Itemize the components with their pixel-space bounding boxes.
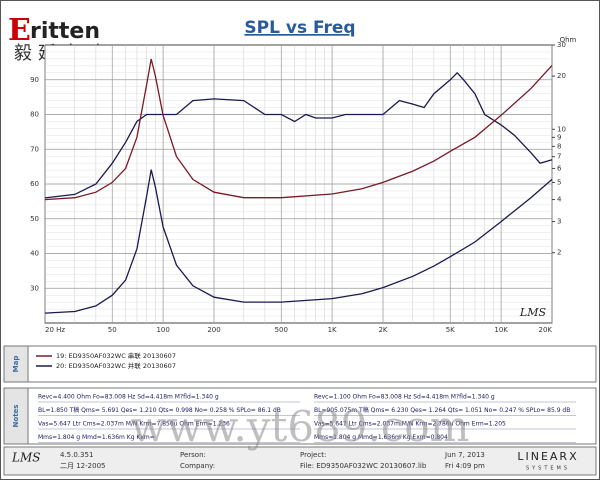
series-line [44,71,553,199]
y2-tick-label: 30 [557,41,566,49]
x-tick-label: 100 [156,326,169,334]
y-tick-label: 40 [30,250,39,258]
logo-e: E [8,13,31,48]
y-tick-label: 60 [30,180,39,188]
footer-version-date: 二月 12-2005 [60,462,105,470]
legend-label: 19: ED9350AF032WC 串联 20130607 [56,351,176,360]
y2-tick-label: 10 [557,125,566,133]
notes-label: Notes [12,405,20,428]
logo-brand: ritten [30,19,100,44]
y2-tick-label: 8 [557,142,561,150]
y2-tick-label: 20 [557,72,566,80]
chart-title: SPL vs Freq [244,18,355,38]
note-line: Revc=1.100 Ohm Fo=83.008 Hz Sd=4.418m M?… [314,394,495,401]
footer-app: LMS [11,451,40,465]
x-tick-label: 500 [275,326,288,334]
note-line: Vas=5.647 Ltr Cms=2.037m M/N Krm=7.856u … [38,421,230,428]
y-tick-label: 30 [30,284,39,292]
map-tab [3,345,29,383]
x-tick-label: 10K [494,326,508,334]
y2-tick-label: 5 [557,178,561,186]
footer-vendor-sub: SYSTEMS [526,466,570,472]
footer-vendor: LINEARX [517,450,578,463]
footer [3,446,597,476]
note-line: Revc=4.400 Ohm Fo=83.008 Hz Sd=4.418m M?… [38,394,219,401]
note-line: Mms=1.804 g Mmd=1.636m Kg Exm=0.804 [314,434,448,441]
series-line [44,169,553,314]
note-line: BL=1.850 T稿 Qms= 5.691 Qes= 1.210 Qts= 0… [38,406,281,414]
footer-person: Person: [180,451,206,459]
series-line [44,58,553,201]
footer-version: 4.5.0.351 [60,451,93,459]
legend-label: 20: ED9350AF032WC 并联 20130607 [56,361,176,370]
y-tick-label: 50 [30,215,39,223]
map-label: Map [12,356,20,373]
x-tick-label: 5K [446,326,455,334]
y2-tick-label: 2 [557,249,561,257]
note-line: Vas=5.647 Ltr Cms=2.037m M/N Krm=2.786u … [314,421,506,428]
footer-time: Fri 4:09 pm [445,462,485,470]
note-line: BL=905.075m T稿 Qms= 6.230 Qes= 1.264 Qts… [314,406,570,414]
y-tick-label: 90 [30,76,39,84]
x-tick-label: 200 [207,326,220,334]
y2-tick-label: 6 [557,164,562,172]
watermark: www.yt689.com [131,402,470,451]
note-line: Mms=1.804 g Mmd=1.636m Kg Kxm= [38,434,155,441]
y2-tick-label: 3 [557,218,561,226]
notes-tab [3,387,29,445]
footer-file: File: ED9350AF032WC 20130607.lib [300,462,427,470]
x-tick-label: 20K [539,326,553,334]
footer-company: Company: [180,462,215,470]
footer-project: Project: [300,451,326,459]
footer-date: Jun 7, 2013 [444,451,485,459]
y-tick-label: 80 [30,111,39,119]
y2-tick-label: 9 [557,133,561,141]
x-tick-label: 2K [378,326,387,334]
y2-tick-label: 7 [557,153,561,161]
x-tick-label: 20 Hz [45,326,65,334]
x-tick-label: 1K [328,326,337,334]
plot-watermark: LMS [519,306,547,319]
notes-panel [3,387,597,445]
y2-tick-label: 4 [557,196,562,204]
y2-label: Ohm [560,36,577,44]
y-tick-label: 70 [30,145,39,153]
x-tick-label: 50 [108,326,117,334]
